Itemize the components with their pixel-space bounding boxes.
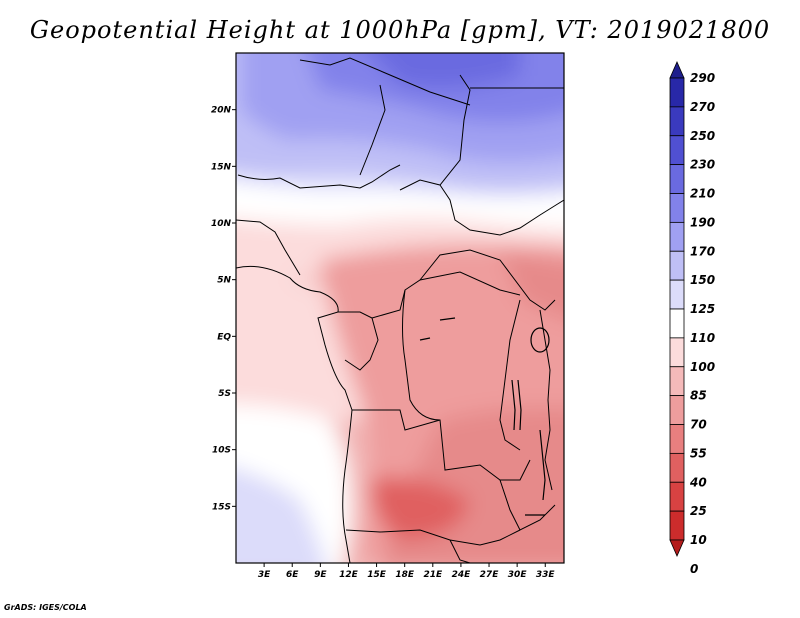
colorbar-label: 170 (690, 244, 715, 258)
x-axis: 3E 6E 9E 12E 15E 18E 21E 24E 27E 30E 33E (258, 563, 556, 580)
y-tick-label: 5N (217, 276, 231, 286)
lakes (419, 317, 550, 516)
grads-credit: GrADS: IGES/COLA (4, 603, 87, 612)
colorbar-swatch (669, 193, 685, 223)
y-tick-label: 5S (218, 389, 231, 399)
x-tick-label: 27E (480, 570, 500, 580)
colorbar-swatch (669, 308, 685, 339)
y-tick-label: 15N (211, 162, 232, 172)
x-tick-label: 6E (286, 570, 299, 580)
colorbar: 2902702502302101901701501251101008570554… (669, 61, 715, 576)
y-tick-label: 10N (211, 219, 232, 229)
colorbar-label: 40 (689, 475, 707, 489)
y-tick-label: EQ (217, 332, 231, 342)
colorbar-swatch (669, 424, 685, 454)
colorbar-swatch (669, 510, 685, 541)
x-tick-label: 18E (395, 570, 415, 580)
colorbar-label: 0 (690, 562, 698, 576)
field-sahara-core (370, 53, 520, 89)
map-plot-area (235, 52, 565, 564)
y-axis: 20N 15N 10N 5N EQ 5S 10S 15S (211, 106, 236, 512)
colorbar-label: 100 (690, 360, 715, 374)
colorbar-label: 210 (690, 187, 715, 201)
colorbar-label: 190 (690, 215, 715, 229)
colorbar-label: 125 (690, 302, 715, 316)
country-boundaries (236, 57, 564, 563)
colorbar-label: 70 (690, 418, 707, 432)
colorbar-swatch (669, 106, 685, 137)
colorbar-swatch (669, 481, 685, 512)
field-east-lakes (500, 250, 564, 319)
chart-title: Geopotential Height at 1000hPa [gpm], VT… (29, 16, 771, 44)
colorbar-label: 110 (690, 331, 715, 345)
colorbar-swatch (669, 164, 685, 194)
colorbar-label: 25 (690, 504, 707, 518)
field-zambia-low (370, 477, 470, 540)
colorbar-swatch (669, 395, 685, 425)
colorbar-label: 230 (690, 158, 715, 172)
colorbar-label: 290 (690, 71, 715, 85)
colorbar-swatch (669, 250, 685, 281)
colorbar-label: 55 (690, 446, 707, 460)
colorbar-swatch (669, 337, 685, 368)
colorbar-label: 85 (690, 389, 707, 403)
x-tick-label: 3E (258, 570, 271, 580)
y-tick-label: 15S (212, 502, 231, 512)
colorbar-label: 10 (690, 533, 707, 547)
colorbar-swatch (669, 279, 685, 310)
x-tick-label: 30E (508, 570, 528, 580)
colorbar-swatch (669, 452, 685, 483)
x-tick-label: 24E (452, 570, 472, 580)
x-tick-label: 15E (367, 570, 387, 580)
colorbar-swatch (669, 221, 685, 252)
y-tick-label: 20N (211, 106, 232, 116)
x-tick-label: 9E (314, 570, 327, 580)
x-tick-label: 33E (536, 570, 556, 580)
colorbar-swatch (669, 135, 685, 166)
colorbar-bottom-arrow (669, 539, 685, 557)
colorbar-label: 270 (690, 100, 715, 114)
colorbar-swatch (669, 77, 685, 108)
colorbar-label: 250 (690, 129, 715, 143)
field-south-atlantic-blue (236, 468, 326, 563)
map-frame (235, 52, 565, 564)
colorbar-swatch (669, 366, 685, 397)
colorbar-label: 150 (690, 273, 715, 287)
colorbar-top-arrow (669, 61, 685, 79)
y-tick-label: 10S (212, 446, 231, 456)
x-tick-label: 21E (423, 570, 443, 580)
x-tick-label: 12E (339, 570, 359, 580)
